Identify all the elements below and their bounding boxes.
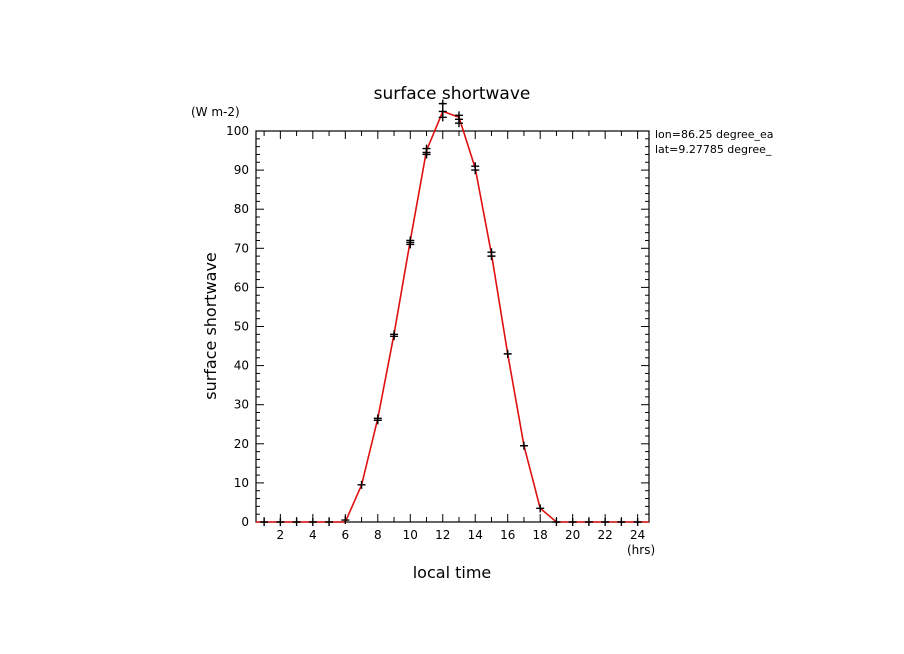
x-tick-label: 24 [630, 528, 645, 542]
x-tick-label: 16 [500, 528, 515, 542]
x-tick-label: 20 [565, 528, 580, 542]
data-point-marker [422, 150, 431, 159]
data-point-marker [503, 349, 512, 358]
x-tick-label: 12 [435, 528, 450, 542]
y-tick-label: 40 [234, 359, 249, 373]
data-point-marker [406, 240, 415, 249]
data-point-marker [292, 518, 301, 526]
y-tick-label: 0 [241, 515, 249, 529]
y-tick-label: 10 [234, 476, 249, 490]
data-point-marker [487, 252, 496, 261]
data-point-marker [276, 518, 285, 526]
x-tick-label: 18 [533, 528, 548, 542]
data-point-marker [519, 441, 528, 450]
y-axis-label: surface shortwave [201, 252, 220, 400]
data-point-marker [568, 518, 577, 526]
plot-area: 2 4 6 8 10 12 14 16 18 20 22 2401020304050607080901… [226, 99, 650, 542]
y-tick-label: 50 [234, 320, 249, 334]
chart-title: surface shortwave [374, 84, 531, 104]
y-tick-label: 20 [234, 437, 249, 451]
y-tick-label: 60 [234, 280, 249, 294]
data-point-marker [341, 516, 350, 525]
data-point-marker [308, 518, 317, 526]
y-tick-label: 90 [234, 163, 249, 177]
data-point-marker [454, 119, 463, 128]
data-point-marker [536, 504, 545, 513]
plot-frame [255, 130, 650, 523]
x-tick-label: 10 [403, 528, 418, 542]
x-axis-label: local time [413, 563, 492, 582]
data-point-marker [552, 518, 561, 526]
data-point-marker [325, 518, 334, 526]
data-point-marker [260, 518, 269, 526]
x-tick-label: 6 [341, 528, 349, 542]
x-axis-units: (hrs) [627, 543, 655, 557]
data-point-marker [633, 518, 642, 526]
annotation-longitude: lon=86.25 degree_ea [655, 128, 774, 141]
data-point-marker [438, 113, 447, 122]
data-point-marker [584, 518, 593, 526]
data-point-marker [617, 518, 626, 526]
y-tick-label: 70 [234, 241, 249, 255]
y-tick-label: 100 [226, 124, 249, 138]
data-point-marker [373, 416, 382, 425]
x-tick-label: 22 [598, 528, 613, 542]
annotation-latitude: lat=9.27785 degree_ [655, 143, 772, 156]
y-tick-label: 80 [234, 202, 249, 216]
x-tick-label: 8 [374, 528, 382, 542]
x-tick-label: 14 [468, 528, 483, 542]
x-tick-label: 4 [309, 528, 317, 542]
y-tick-label: 30 [234, 398, 249, 412]
y-axis-units: (W m-2) [191, 105, 240, 119]
data-point-marker [471, 166, 480, 175]
series-line [256, 110, 649, 523]
data-point-marker [357, 480, 366, 489]
data-point-marker [390, 332, 399, 341]
data-point-marker [438, 99, 447, 108]
data-point-marker [601, 518, 610, 526]
x-tick-label: 2 [277, 528, 285, 542]
